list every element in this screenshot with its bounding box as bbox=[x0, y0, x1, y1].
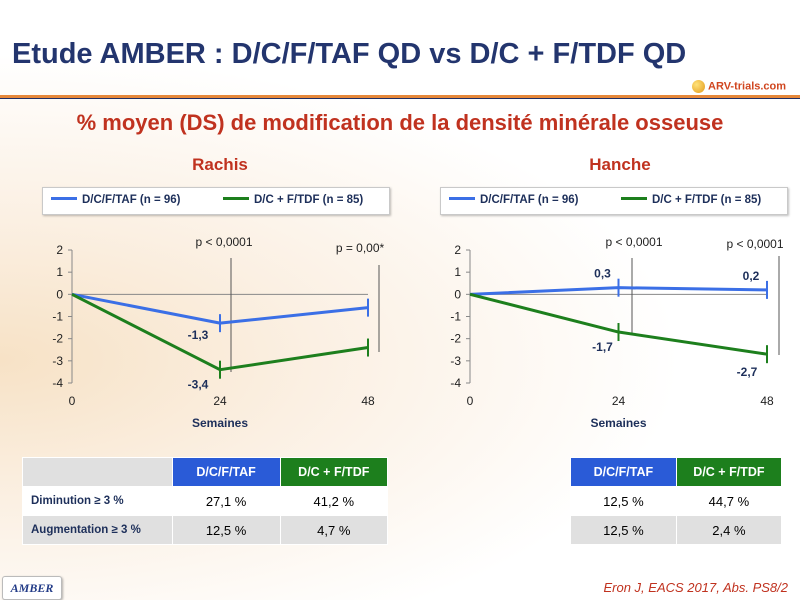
y-tick-label: 0 bbox=[454, 287, 461, 301]
x-tick-label: 48 bbox=[361, 394, 375, 408]
legend-item-tdf: D/C + F/TDF (n = 85) bbox=[621, 194, 761, 206]
data-label: -1,3 bbox=[188, 328, 209, 342]
y-tick-label: 0 bbox=[56, 287, 63, 301]
title-rule-orange bbox=[0, 95, 800, 98]
cell-hanche-aug-tdf: 2,4 % bbox=[675, 515, 783, 545]
y-tick-label: -2 bbox=[52, 332, 63, 346]
table-corner bbox=[22, 457, 173, 487]
cell-rachis-aug-taf: 12,5 % bbox=[171, 515, 281, 545]
y-tick-label: -1 bbox=[450, 310, 461, 324]
x-tick-label: 24 bbox=[213, 394, 227, 408]
cell-hanche-dim-taf: 12,5 % bbox=[570, 486, 677, 516]
y-tick-label: 1 bbox=[454, 265, 461, 279]
table-header-tdf: D/C + F/TDF bbox=[675, 457, 783, 487]
panel-title-hanche: Hanche bbox=[589, 155, 651, 174]
pvalue-label: p = 0,00* bbox=[336, 241, 385, 255]
arv-trials-logo: ARV-trials.com bbox=[692, 80, 786, 98]
legend-item-tdf: D/C + F/TDF (n = 85) bbox=[223, 194, 363, 206]
title-rule-navy bbox=[0, 98, 800, 99]
data-label: 0,2 bbox=[743, 269, 760, 283]
y-tick-label: -4 bbox=[450, 376, 461, 390]
legend-label-taf: D/C/F/TAF (n = 96) bbox=[82, 194, 181, 206]
legend-label-tdf: D/C + F/TDF (n = 85) bbox=[652, 194, 762, 206]
panel-title-rachis: Rachis bbox=[192, 155, 248, 174]
cell-rachis-aug-tdf: 4,7 % bbox=[279, 515, 389, 545]
table-rachis: D/C/F/TAF D/C + F/TDF Diminution ≥ 3 % 2… bbox=[22, 457, 389, 545]
pvalue-label: p < 0,0001 bbox=[195, 235, 252, 249]
logo-sun-icon bbox=[692, 80, 705, 93]
y-tick-label: -4 bbox=[52, 376, 63, 390]
x-tick-label: 0 bbox=[69, 394, 76, 408]
x-axis-label: Semaines bbox=[590, 416, 646, 430]
y-tick-label: 2 bbox=[56, 243, 63, 257]
table-header-taf: D/C/F/TAF bbox=[570, 457, 677, 487]
slide-title: Etude AMBER : D/C/F/TAF QD vs D/C + F/TD… bbox=[12, 38, 687, 70]
x-tick-label: 24 bbox=[612, 394, 626, 408]
y-tick-label: 1 bbox=[56, 265, 63, 279]
data-label: 0,3 bbox=[594, 267, 611, 281]
y-tick-label: 2 bbox=[454, 243, 461, 257]
cell-rachis-dim-tdf: 41,2 % bbox=[279, 486, 389, 516]
cell-rachis-dim-taf: 27,1 % bbox=[171, 486, 281, 516]
logo-text: ARV-trials.com bbox=[708, 80, 787, 93]
legend-label-taf: D/C/F/TAF (n = 96) bbox=[480, 194, 579, 206]
legend-swatch-taf bbox=[51, 197, 77, 201]
legend-swatch-tdf bbox=[223, 197, 249, 201]
x-axis-label: Semaines bbox=[192, 416, 248, 430]
pvalue-label: p < 0,0001 bbox=[726, 237, 783, 251]
y-tick-label: -1 bbox=[52, 310, 63, 324]
y-tick-label: -3 bbox=[450, 354, 461, 368]
data-label: -1,7 bbox=[592, 340, 613, 354]
cell-hanche-dim-tdf: 44,7 % bbox=[675, 486, 783, 516]
citation: Eron J, EACS 2017, Abs. PS8/2 bbox=[603, 580, 788, 595]
legend-swatch-tdf bbox=[621, 197, 647, 201]
row-label-diminution: Diminution ≥ 3 % bbox=[22, 486, 173, 516]
data-label: -2,7 bbox=[737, 365, 758, 379]
table-header-tdf: D/C + F/TDF bbox=[279, 457, 389, 487]
legend-item-taf: D/C/F/TAF (n = 96) bbox=[51, 194, 181, 206]
legend-hanche: D/C/F/TAF (n = 96) D/C + F/TDF (n = 85) bbox=[440, 187, 788, 215]
legend-label-tdf: D/C + F/TDF (n = 85) bbox=[254, 194, 364, 206]
legend-rachis: D/C/F/TAF (n = 96) D/C + F/TDF (n = 85) bbox=[42, 187, 390, 215]
table-header-taf: D/C/F/TAF bbox=[171, 457, 281, 487]
legend-item-taf: D/C/F/TAF (n = 96) bbox=[449, 194, 579, 206]
x-tick-label: 48 bbox=[760, 394, 774, 408]
legend-swatch-taf bbox=[449, 197, 475, 201]
slide-subtitle: % moyen (DS) de modification de la densi… bbox=[76, 110, 724, 135]
amber-badge: AMBER bbox=[2, 576, 62, 600]
cell-hanche-aug-taf: 12,5 % bbox=[570, 515, 677, 545]
y-tick-label: -2 bbox=[450, 332, 461, 346]
row-label-augmentation: Augmentation ≥ 3 % bbox=[22, 515, 173, 545]
pvalue-label: p < 0,0001 bbox=[605, 235, 662, 249]
table-hanche: D/C/F/TAF D/C + F/TDF 12,5 % 44,7 % 12,5… bbox=[570, 457, 783, 545]
data-label: -3,4 bbox=[188, 378, 209, 392]
y-tick-label: -3 bbox=[52, 354, 63, 368]
x-tick-label: 0 bbox=[467, 394, 474, 408]
